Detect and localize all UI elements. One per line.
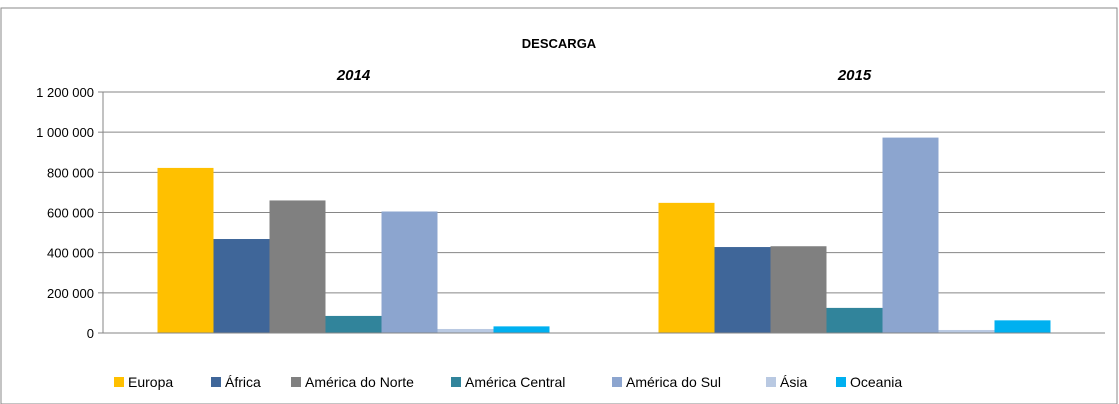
legend: Europa África América do Norte América Cent… bbox=[114, 374, 902, 390]
legend-label: Oceania bbox=[850, 374, 902, 390]
bars bbox=[157, 137, 1051, 333]
bar-ásia-2015 bbox=[938, 329, 995, 333]
category-label-2015: 2015 bbox=[837, 67, 872, 84]
y-tick-label: 1 000 000 bbox=[36, 125, 94, 140]
bar-américa-central-2014 bbox=[325, 315, 382, 333]
bar-europa-2015 bbox=[658, 202, 715, 333]
legend-label: América do Norte bbox=[305, 374, 414, 390]
y-tick-label: 800 000 bbox=[47, 165, 94, 180]
bar-américa-do-norte-2014 bbox=[269, 200, 326, 333]
legend-label: Europa bbox=[128, 374, 173, 390]
chart-title: DESCARGA bbox=[522, 36, 597, 51]
bar-oceania-2015 bbox=[994, 320, 1051, 333]
legend-swatch bbox=[766, 377, 776, 387]
bar-ásia-2014 bbox=[437, 328, 494, 333]
y-tick-label: 1 200 000 bbox=[36, 85, 94, 100]
legend-swatch bbox=[211, 377, 221, 387]
legend-label: África bbox=[225, 374, 261, 390]
bar-áfrica-2015 bbox=[714, 247, 771, 333]
bar-américa-do-sul-2015 bbox=[882, 137, 939, 333]
legend-swatch bbox=[612, 377, 622, 387]
y-tick-label: 200 000 bbox=[47, 286, 94, 301]
bar-américa-do-norte-2015 bbox=[770, 246, 827, 333]
legend-swatch bbox=[836, 377, 846, 387]
y-tick-label: 0 bbox=[87, 326, 94, 341]
y-axis-ticks: 0 200 000 400 000 600 000 800 000 1 000 000 1 … bbox=[36, 85, 103, 341]
legend-label: América Central bbox=[465, 374, 565, 390]
legend-label: Ásia bbox=[780, 374, 807, 390]
legend-label: América do Sul bbox=[626, 374, 721, 390]
y-tick-label: 600 000 bbox=[47, 206, 94, 221]
legend-swatch bbox=[451, 377, 461, 387]
category-labels: 2014 2015 bbox=[336, 67, 872, 84]
bar-américa-central-2015 bbox=[826, 307, 883, 333]
legend-swatch bbox=[114, 377, 124, 387]
legend-swatch bbox=[291, 377, 301, 387]
bar-américa-do-sul-2014 bbox=[381, 211, 438, 333]
category-label-2014: 2014 bbox=[336, 67, 371, 84]
y-tick-label: 400 000 bbox=[47, 246, 94, 261]
bar-europa-2014 bbox=[157, 167, 214, 333]
bar-áfrica-2014 bbox=[213, 239, 270, 333]
bar-oceania-2014 bbox=[493, 326, 550, 333]
